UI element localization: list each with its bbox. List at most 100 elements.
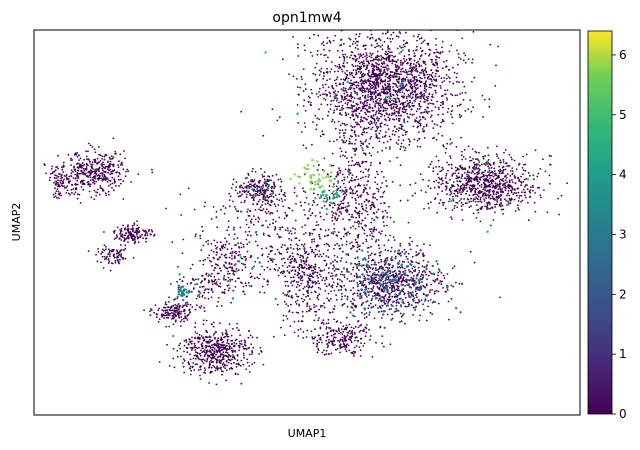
data-point bbox=[520, 194, 523, 197]
data-point bbox=[454, 166, 457, 169]
data-point bbox=[363, 74, 366, 77]
data-point bbox=[388, 104, 391, 107]
data-point bbox=[153, 235, 155, 237]
data-point bbox=[95, 194, 97, 197]
data-point bbox=[364, 108, 367, 110]
data-point bbox=[344, 141, 346, 144]
data-point bbox=[373, 119, 376, 121]
data-point bbox=[416, 45, 418, 48]
data-point bbox=[76, 172, 79, 174]
data-point bbox=[123, 249, 125, 252]
data-point bbox=[448, 318, 450, 321]
data-point bbox=[377, 86, 380, 88]
data-point bbox=[55, 177, 58, 179]
data-point bbox=[395, 93, 398, 95]
data-point bbox=[494, 211, 496, 214]
data-point bbox=[189, 365, 192, 368]
data-point bbox=[105, 248, 107, 251]
data-point bbox=[77, 177, 80, 180]
data-point bbox=[456, 72, 458, 75]
data-point bbox=[400, 64, 402, 66]
data-point bbox=[400, 274, 403, 276]
data-point bbox=[421, 94, 424, 96]
data-point bbox=[372, 98, 375, 101]
data-point bbox=[544, 170, 547, 173]
data-point bbox=[263, 182, 266, 185]
data-point bbox=[373, 295, 376, 297]
data-point bbox=[363, 62, 365, 65]
data-point bbox=[409, 79, 411, 82]
data-point bbox=[346, 74, 349, 76]
data-point bbox=[504, 189, 507, 192]
data-point bbox=[365, 145, 368, 148]
data-point bbox=[117, 261, 120, 264]
data-point bbox=[343, 65, 345, 68]
data-point bbox=[377, 59, 380, 62]
data-point bbox=[534, 210, 537, 213]
data-point bbox=[507, 190, 510, 192]
data-point bbox=[476, 173, 479, 176]
data-point bbox=[397, 301, 399, 303]
data-point bbox=[423, 39, 426, 42]
data-point bbox=[356, 274, 358, 276]
data-point bbox=[327, 256, 330, 259]
data-point bbox=[469, 188, 471, 191]
data-point bbox=[524, 169, 527, 172]
data-point bbox=[341, 139, 343, 141]
data-point bbox=[196, 363, 199, 365]
data-point bbox=[171, 311, 173, 314]
data-point bbox=[354, 238, 357, 241]
data-point bbox=[437, 176, 440, 179]
data-point bbox=[401, 64, 404, 66]
data-point bbox=[231, 339, 234, 342]
data-point bbox=[393, 239, 396, 242]
data-point bbox=[377, 77, 379, 80]
data-point bbox=[445, 189, 447, 191]
data-point bbox=[465, 192, 467, 195]
data-point bbox=[388, 48, 391, 50]
data-point bbox=[389, 286, 391, 289]
data-point bbox=[81, 162, 84, 165]
data-point bbox=[340, 94, 343, 97]
data-point bbox=[483, 163, 485, 165]
data-point bbox=[331, 275, 334, 277]
data-point bbox=[407, 252, 410, 255]
data-point bbox=[222, 351, 225, 354]
data-point bbox=[473, 193, 476, 196]
data-point bbox=[456, 188, 459, 190]
data-point bbox=[373, 88, 376, 91]
data-point bbox=[358, 57, 361, 59]
data-point bbox=[230, 366, 233, 369]
data-point bbox=[92, 179, 95, 182]
data-point bbox=[166, 343, 168, 346]
data-point bbox=[427, 300, 430, 302]
data-point bbox=[460, 187, 463, 190]
data-point bbox=[390, 257, 392, 260]
data-point bbox=[430, 114, 433, 117]
data-point bbox=[80, 166, 83, 169]
data-point bbox=[155, 312, 158, 315]
data-point bbox=[382, 287, 385, 289]
data-point bbox=[478, 168, 481, 171]
data-point bbox=[355, 33, 358, 36]
data-point bbox=[223, 344, 226, 346]
data-point bbox=[336, 285, 338, 288]
data-point bbox=[377, 104, 380, 106]
data-point bbox=[332, 87, 335, 90]
data-point bbox=[373, 273, 376, 276]
data-point bbox=[396, 94, 399, 97]
data-point bbox=[415, 254, 417, 257]
data-point bbox=[343, 42, 345, 45]
data-point bbox=[387, 302, 389, 304]
data-point bbox=[406, 73, 409, 76]
data-point bbox=[240, 343, 243, 345]
data-point bbox=[368, 62, 370, 65]
data-point bbox=[480, 176, 483, 179]
data-point bbox=[356, 103, 359, 106]
data-point bbox=[389, 275, 391, 277]
data-point bbox=[431, 61, 433, 63]
data-point bbox=[468, 206, 471, 209]
data-point bbox=[322, 71, 325, 74]
data-point bbox=[341, 173, 344, 176]
data-point bbox=[52, 193, 55, 196]
